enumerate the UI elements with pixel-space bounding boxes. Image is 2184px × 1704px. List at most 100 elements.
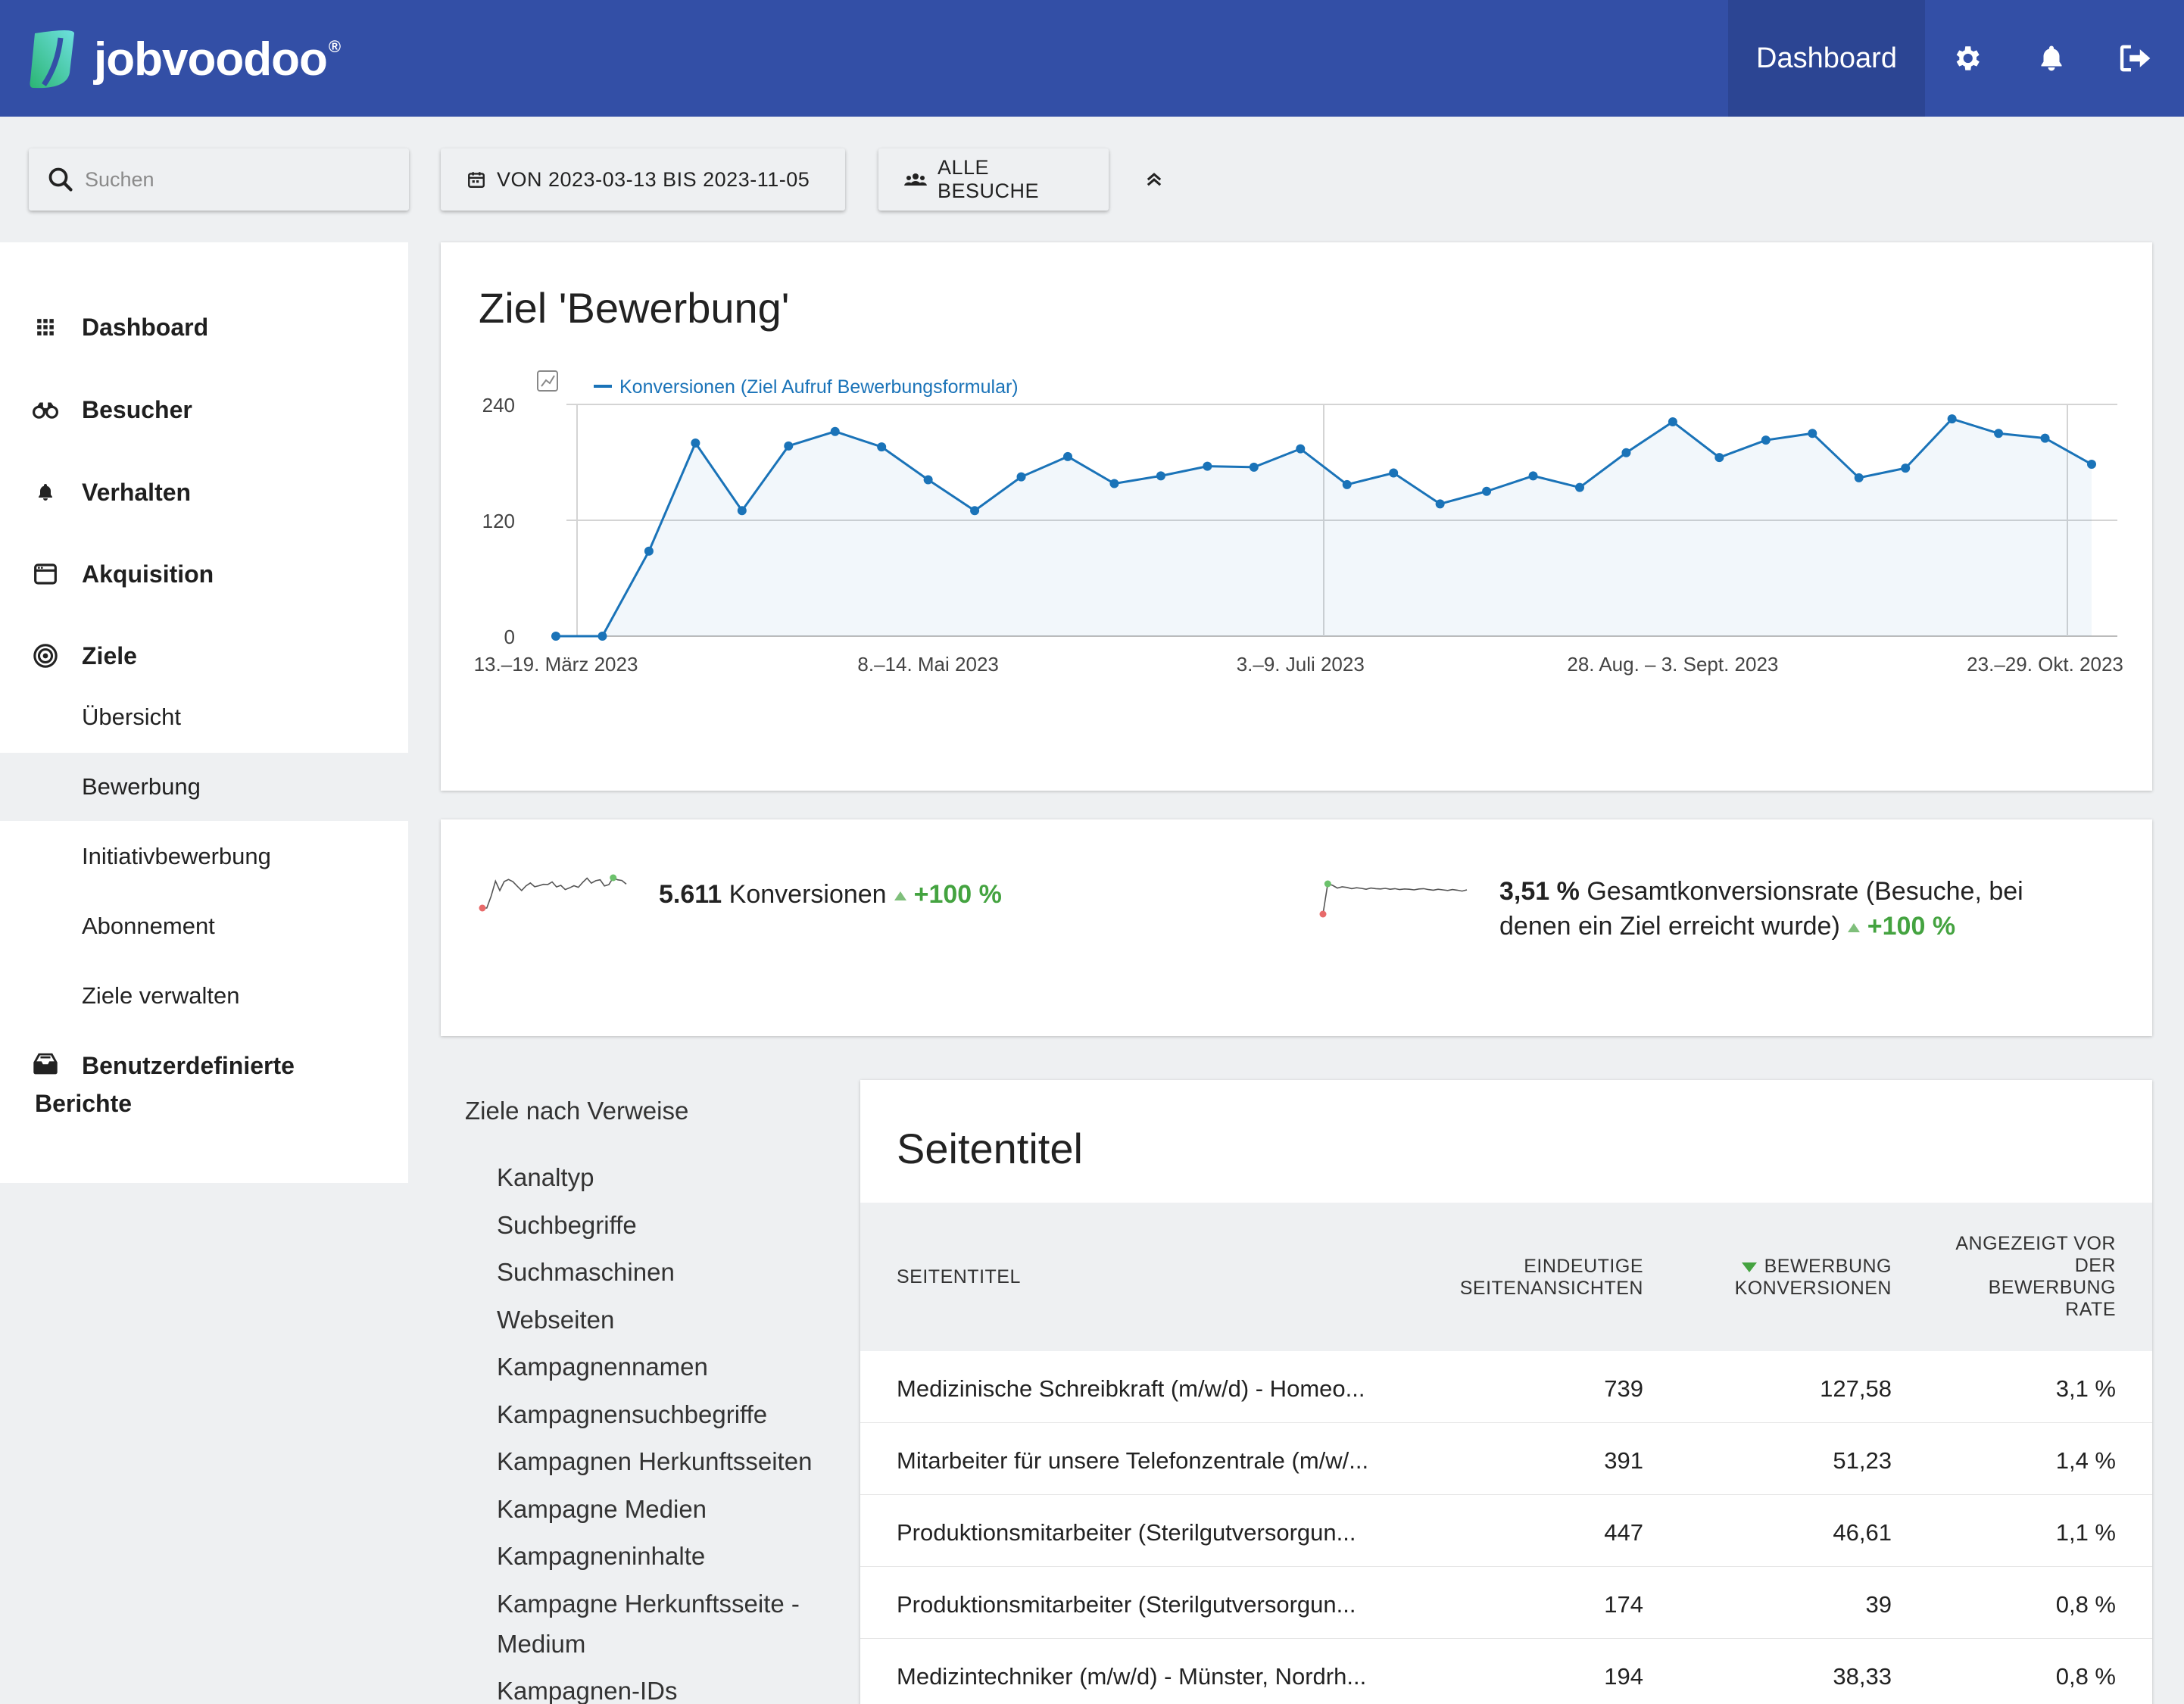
data-point — [1947, 414, 1957, 424]
x-tick-label: 23.–29. Okt. 2023 — [1967, 653, 2123, 676]
referrer-link[interactable]: Suchbegriffe — [497, 1211, 637, 1239]
sidebar-sub-initiativbewerbung[interactable]: Initiativbewerbung — [82, 843, 271, 869]
series-line — [556, 417, 2092, 638]
data-point — [784, 441, 794, 451]
data-point — [1714, 453, 1724, 463]
sparkline-min-point — [1319, 910, 1327, 918]
sidebar-item-akquisition[interactable]: Akquisition — [0, 544, 408, 604]
referrer-link[interactable]: Kampagneninhalte — [497, 1542, 706, 1570]
sidebar-item-label: Besucher — [82, 395, 192, 423]
sidebar-item-label: Ziele — [82, 641, 137, 669]
chevron-up-double-icon[interactable] — [1140, 165, 1168, 192]
bell-icon[interactable] — [2031, 38, 2072, 79]
kpi-conversion-rate[interactable]: 3,51 % Gesamtkonversionsrate (Besuche, b… — [1499, 877, 2023, 941]
data-point — [597, 632, 607, 641]
sidebar-sub-bewerbung[interactable]: Bewerbung — [0, 753, 408, 821]
data-point — [1389, 468, 1399, 478]
sidebar-item-dashboard[interactable]: Dashboard — [0, 297, 408, 357]
row-conversions: 127,58 — [1820, 1375, 1892, 1402]
data-point — [1854, 473, 1864, 482]
row-rate: 0,8 % — [2055, 1591, 2116, 1618]
referrers-heading: Ziele nach Verweise — [465, 1097, 689, 1125]
data-point — [1435, 499, 1445, 509]
users-icon — [904, 171, 927, 188]
series-area — [556, 419, 2092, 636]
table-row[interactable]: Produktionsmitarbeiter (Sterilgutversorg… — [860, 1495, 2152, 1567]
x-tick-label: 28. Aug. – 3. Sept. 2023 — [1567, 653, 1778, 676]
table-row[interactable]: Mitarbeiter für unsere Telefonzentrale (… — [860, 1423, 2152, 1495]
referrer-link[interactable]: Kampagnensuchbegriffe — [497, 1400, 768, 1428]
row-title: Medizinische Schreibkraft (m/w/d) - Home… — [897, 1375, 1365, 1402]
trend-up-icon — [1847, 923, 1860, 933]
data-point — [830, 426, 840, 436]
row-rate: 3,1 % — [2055, 1375, 2116, 1402]
referrer-link[interactable]: Kanaltyp — [497, 1163, 594, 1191]
search-box[interactable] — [29, 148, 409, 211]
table-row[interactable]: Medizinische Schreibkraft (m/w/d) - Home… — [860, 1351, 2152, 1423]
legend-label: Konversionen (Ziel Aufruf Bewerbungsform… — [619, 376, 1019, 398]
data-point — [877, 442, 887, 452]
bell-icon — [32, 479, 59, 506]
referrer-link-continued[interactable]: Medium — [497, 1630, 586, 1658]
table-row[interactable]: Medizintechniker (m/w/d) - Münster, Nord… — [860, 1639, 2152, 1704]
row-title: Medizintechniker (m/w/d) - Münster, Nord… — [897, 1663, 1367, 1690]
data-point — [1901, 463, 1911, 473]
row-title: Produktionsmitarbeiter (Sterilgutversorg… — [897, 1591, 1356, 1618]
column-header-views[interactable]: EINDEUTIGE SEITENANSICHTEN — [1459, 1256, 1643, 1299]
referrer-link[interactable]: Kampagnen Herkunftsseiten — [497, 1447, 813, 1475]
x-tick-label: 8.–14. Mai 2023 — [857, 653, 998, 676]
row-title: Mitarbeiter für unsere Telefonzentrale (… — [897, 1447, 1369, 1474]
sidebar-sub-uebersicht[interactable]: Übersicht — [82, 704, 181, 730]
referrer-link[interactable]: Kampagnen-IDs — [497, 1677, 678, 1704]
calendar-icon — [466, 170, 486, 189]
sidebar-item-label: Dashboard — [82, 313, 209, 341]
sidebar-sub-abonnement[interactable]: Abonnement — [82, 913, 215, 939]
data-point — [1342, 479, 1352, 489]
referrer-link[interactable]: Kampagnennamen — [497, 1353, 708, 1381]
sidebar-item-custom-reports[interactable]: Benutzerdefinierte Berichte — [0, 1047, 408, 1130]
row-rate: 0,8 % — [2055, 1663, 2116, 1690]
row-conversions: 38,33 — [1833, 1663, 1892, 1690]
kpi-conversions[interactable]: 5.611 Konversionen +100 % — [659, 880, 1002, 909]
data-point — [551, 632, 560, 641]
logo-text: jobvoodoo® — [94, 33, 341, 86]
nav-dashboard-link[interactable]: Dashboard — [1728, 0, 1925, 117]
y-tick-label: 240 — [482, 394, 515, 417]
data-point — [737, 506, 747, 516]
data-point — [923, 475, 933, 485]
data-point — [1482, 486, 1492, 496]
y-tick-label: 120 — [482, 510, 515, 532]
sidebar-item-label: Berichte — [35, 1090, 133, 1117]
data-point — [1994, 429, 2004, 438]
column-header-conversions[interactable]: BEWERBUNG KONVERSIONEN — [1734, 1256, 1892, 1299]
sidebar-sub-ziele-verwalten[interactable]: Ziele verwalten — [82, 982, 240, 1009]
column-header-rate[interactable]: ANGEZEIGT VOR DER BEWERBUNG RATE — [1955, 1233, 2116, 1320]
sort-desc-icon — [1741, 1262, 1757, 1272]
column-header-title[interactable]: SEITENTITEL — [897, 1266, 1021, 1287]
referrer-link[interactable]: Kampagne Herkunftsseite - — [497, 1590, 800, 1618]
sidebar-item-ziele[interactable]: Ziele — [0, 626, 408, 686]
data-point — [1296, 444, 1306, 454]
referrer-link[interactable]: Kampagne Medien — [497, 1495, 707, 1523]
target-icon — [32, 642, 59, 669]
line-chart: 0 120 240 13.–19. März 2023 8.–14. Mai 2023 3… — [474, 370, 2123, 676]
sparkline-path — [1322, 882, 1468, 915]
segment-label: ALLE BESUCHE — [938, 156, 1040, 202]
referrer-link[interactable]: Webseiten — [497, 1306, 615, 1334]
gear-icon[interactable] — [1946, 38, 1987, 79]
segment-button[interactable]: ALLE BESUCHE — [878, 148, 1109, 211]
logout-icon[interactable] — [2114, 38, 2155, 79]
logo[interactable]: jobvoodoo® — [27, 27, 341, 91]
referrer-link[interactable]: Suchmaschinen — [497, 1258, 675, 1286]
data-point — [2087, 460, 2096, 470]
table-row[interactable]: Produktionsmitarbeiter (Sterilgutversorg… — [860, 1567, 2152, 1639]
data-point — [644, 546, 654, 556]
conversions-sparkline — [479, 874, 627, 912]
data-point — [1621, 448, 1631, 457]
sidebar-item-besucher[interactable]: Besucher — [0, 379, 408, 440]
date-range-button[interactable]: VON 2023-03-13 BIS 2023-11-05 — [441, 148, 845, 211]
search-input[interactable] — [85, 167, 388, 192]
sidebar-item-verhalten[interactable]: Verhalten — [0, 462, 408, 523]
row-views: 447 — [1604, 1519, 1643, 1546]
data-point — [1808, 429, 1817, 438]
